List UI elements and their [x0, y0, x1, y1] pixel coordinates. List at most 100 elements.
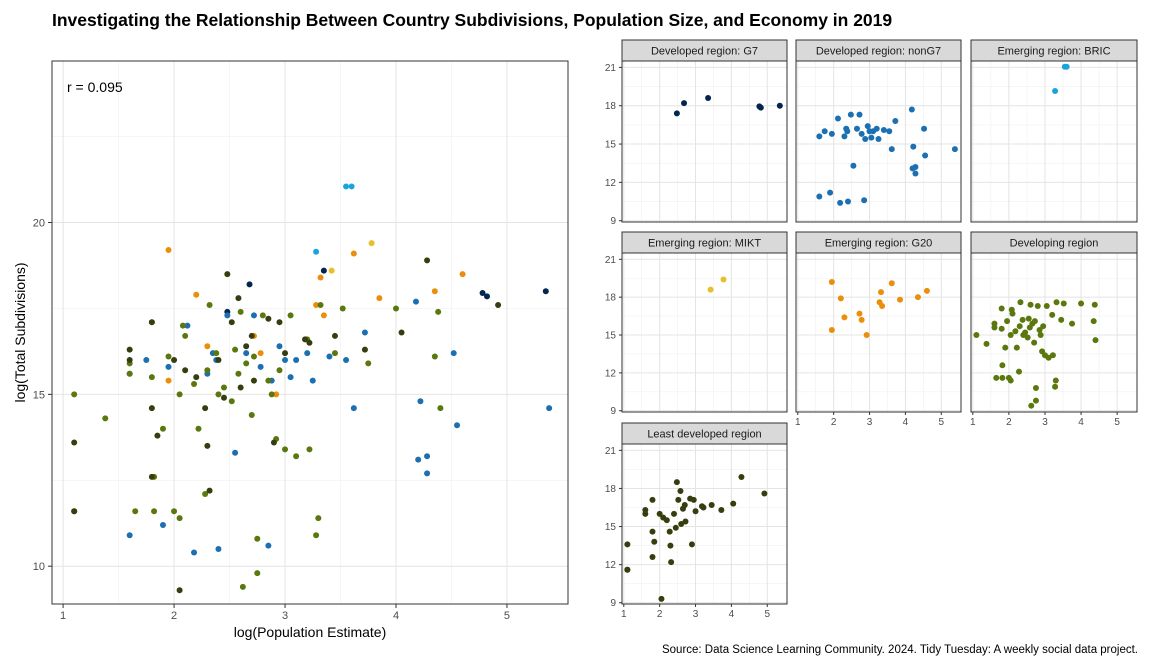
- facet-data-point: [837, 295, 844, 302]
- data-point: [126, 532, 133, 539]
- data-point: [182, 332, 189, 339]
- data-point: [151, 508, 158, 515]
- data-point: [320, 267, 327, 274]
- facet-data-point: [1004, 318, 1011, 325]
- facet-data-point: [658, 595, 665, 602]
- y-axis-title: log(Total Subdivisions): [12, 262, 28, 402]
- data-point: [71, 391, 78, 398]
- data-point: [221, 384, 227, 391]
- facet-data-point: [681, 501, 688, 508]
- x-tick-label: 1: [60, 610, 66, 622]
- data-point: [479, 289, 486, 296]
- facet-data-point: [1022, 329, 1029, 336]
- facet-data-point: [672, 524, 679, 531]
- facet-data-point: [923, 287, 930, 294]
- data-point: [424, 257, 431, 264]
- facet-data-point: [853, 125, 860, 132]
- data-point: [184, 322, 191, 329]
- x-tick-label: 4: [729, 609, 735, 620]
- facet-data-point: [921, 125, 928, 132]
- data-point: [306, 339, 313, 346]
- facet-data-point: [1092, 337, 1099, 344]
- facet-data-point: [912, 170, 919, 177]
- facet-data-point: [999, 362, 1006, 369]
- panel-border: [51, 60, 569, 605]
- facet-data-point: [841, 314, 848, 321]
- data-point: [326, 353, 333, 360]
- data-point: [276, 343, 283, 350]
- facet-data-point: [828, 279, 835, 286]
- data-point: [542, 288, 549, 295]
- data-point: [159, 521, 166, 528]
- facet-data-point: [1015, 368, 1022, 375]
- facet-strip-label: Developed region: G7: [651, 46, 758, 58]
- facet-data-point: [909, 165, 916, 172]
- data-point: [243, 343, 250, 350]
- facet-border: [621, 443, 788, 605]
- facet-data-point: [1052, 88, 1059, 95]
- x-tick-label: 2: [171, 610, 177, 622]
- facet-data-point: [1036, 326, 1043, 333]
- data-point: [273, 391, 280, 398]
- facet-data-point: [991, 324, 998, 331]
- x-tick-label: 4: [393, 610, 399, 622]
- facet-data-point: [624, 566, 631, 573]
- facet-data-point: [816, 133, 823, 140]
- facet-panel: Emerging region: BRIC: [970, 39, 1138, 223]
- facet-data-point: [700, 504, 707, 511]
- x-tick-label: 5: [1114, 417, 1120, 428]
- facet-data-point: [677, 487, 684, 494]
- data-point: [546, 405, 553, 412]
- data-point: [154, 432, 161, 439]
- facet-data-point: [1002, 344, 1009, 351]
- data-point: [215, 391, 222, 398]
- data-point: [315, 515, 322, 522]
- data-point: [317, 302, 324, 309]
- data-point: [71, 508, 78, 515]
- data-point: [71, 439, 78, 446]
- data-point: [215, 356, 222, 363]
- facet-data-point: [1052, 377, 1059, 384]
- facet-data-point: [998, 305, 1005, 312]
- y-tick-label: 18: [605, 484, 617, 495]
- facet-data-point: [776, 102, 783, 109]
- data-point: [265, 542, 272, 549]
- facet-panel: Emerging region: G20 1 2 3 4 5: [795, 231, 962, 428]
- data-point: [287, 312, 294, 319]
- facet-strip-label: Emerging region: MIKT: [648, 238, 761, 250]
- data-point: [102, 415, 109, 422]
- facet-data-point: [1078, 300, 1085, 307]
- y-tick-label: 15: [605, 522, 617, 533]
- data-point: [191, 549, 198, 556]
- facet-data-point: [850, 162, 857, 169]
- data-point: [293, 453, 300, 460]
- correlation-annotation: r = 0.095: [67, 79, 123, 95]
- facet-data-point: [1007, 332, 1014, 339]
- data-point: [235, 370, 242, 377]
- y-tick-label: 9: [610, 216, 616, 227]
- facet-data-point: [1034, 303, 1041, 309]
- data-point: [148, 473, 155, 480]
- facet-border: [621, 60, 788, 223]
- y-tick-label: 9: [610, 598, 616, 609]
- data-point: [248, 332, 255, 339]
- facet-data-point: [844, 128, 851, 135]
- y-tick-label: 20: [33, 218, 45, 230]
- facet-border: [795, 252, 962, 413]
- facet-data-point: [738, 474, 745, 481]
- chart-title: Investigating the Relationship Between C…: [52, 10, 893, 30]
- x-tick-label: 1: [621, 609, 627, 620]
- facet-data-point: [858, 130, 865, 137]
- data-point: [235, 295, 242, 302]
- data-point: [132, 508, 139, 515]
- data-point: [431, 353, 438, 360]
- data-point: [293, 356, 300, 363]
- facet-data-point: [1032, 385, 1039, 392]
- data-point: [250, 377, 257, 384]
- data-point: [417, 398, 424, 405]
- facet-border: [970, 60, 1138, 223]
- facet-data-point: [1090, 318, 1097, 325]
- data-point: [204, 442, 211, 449]
- facet-data-point: [1043, 303, 1050, 309]
